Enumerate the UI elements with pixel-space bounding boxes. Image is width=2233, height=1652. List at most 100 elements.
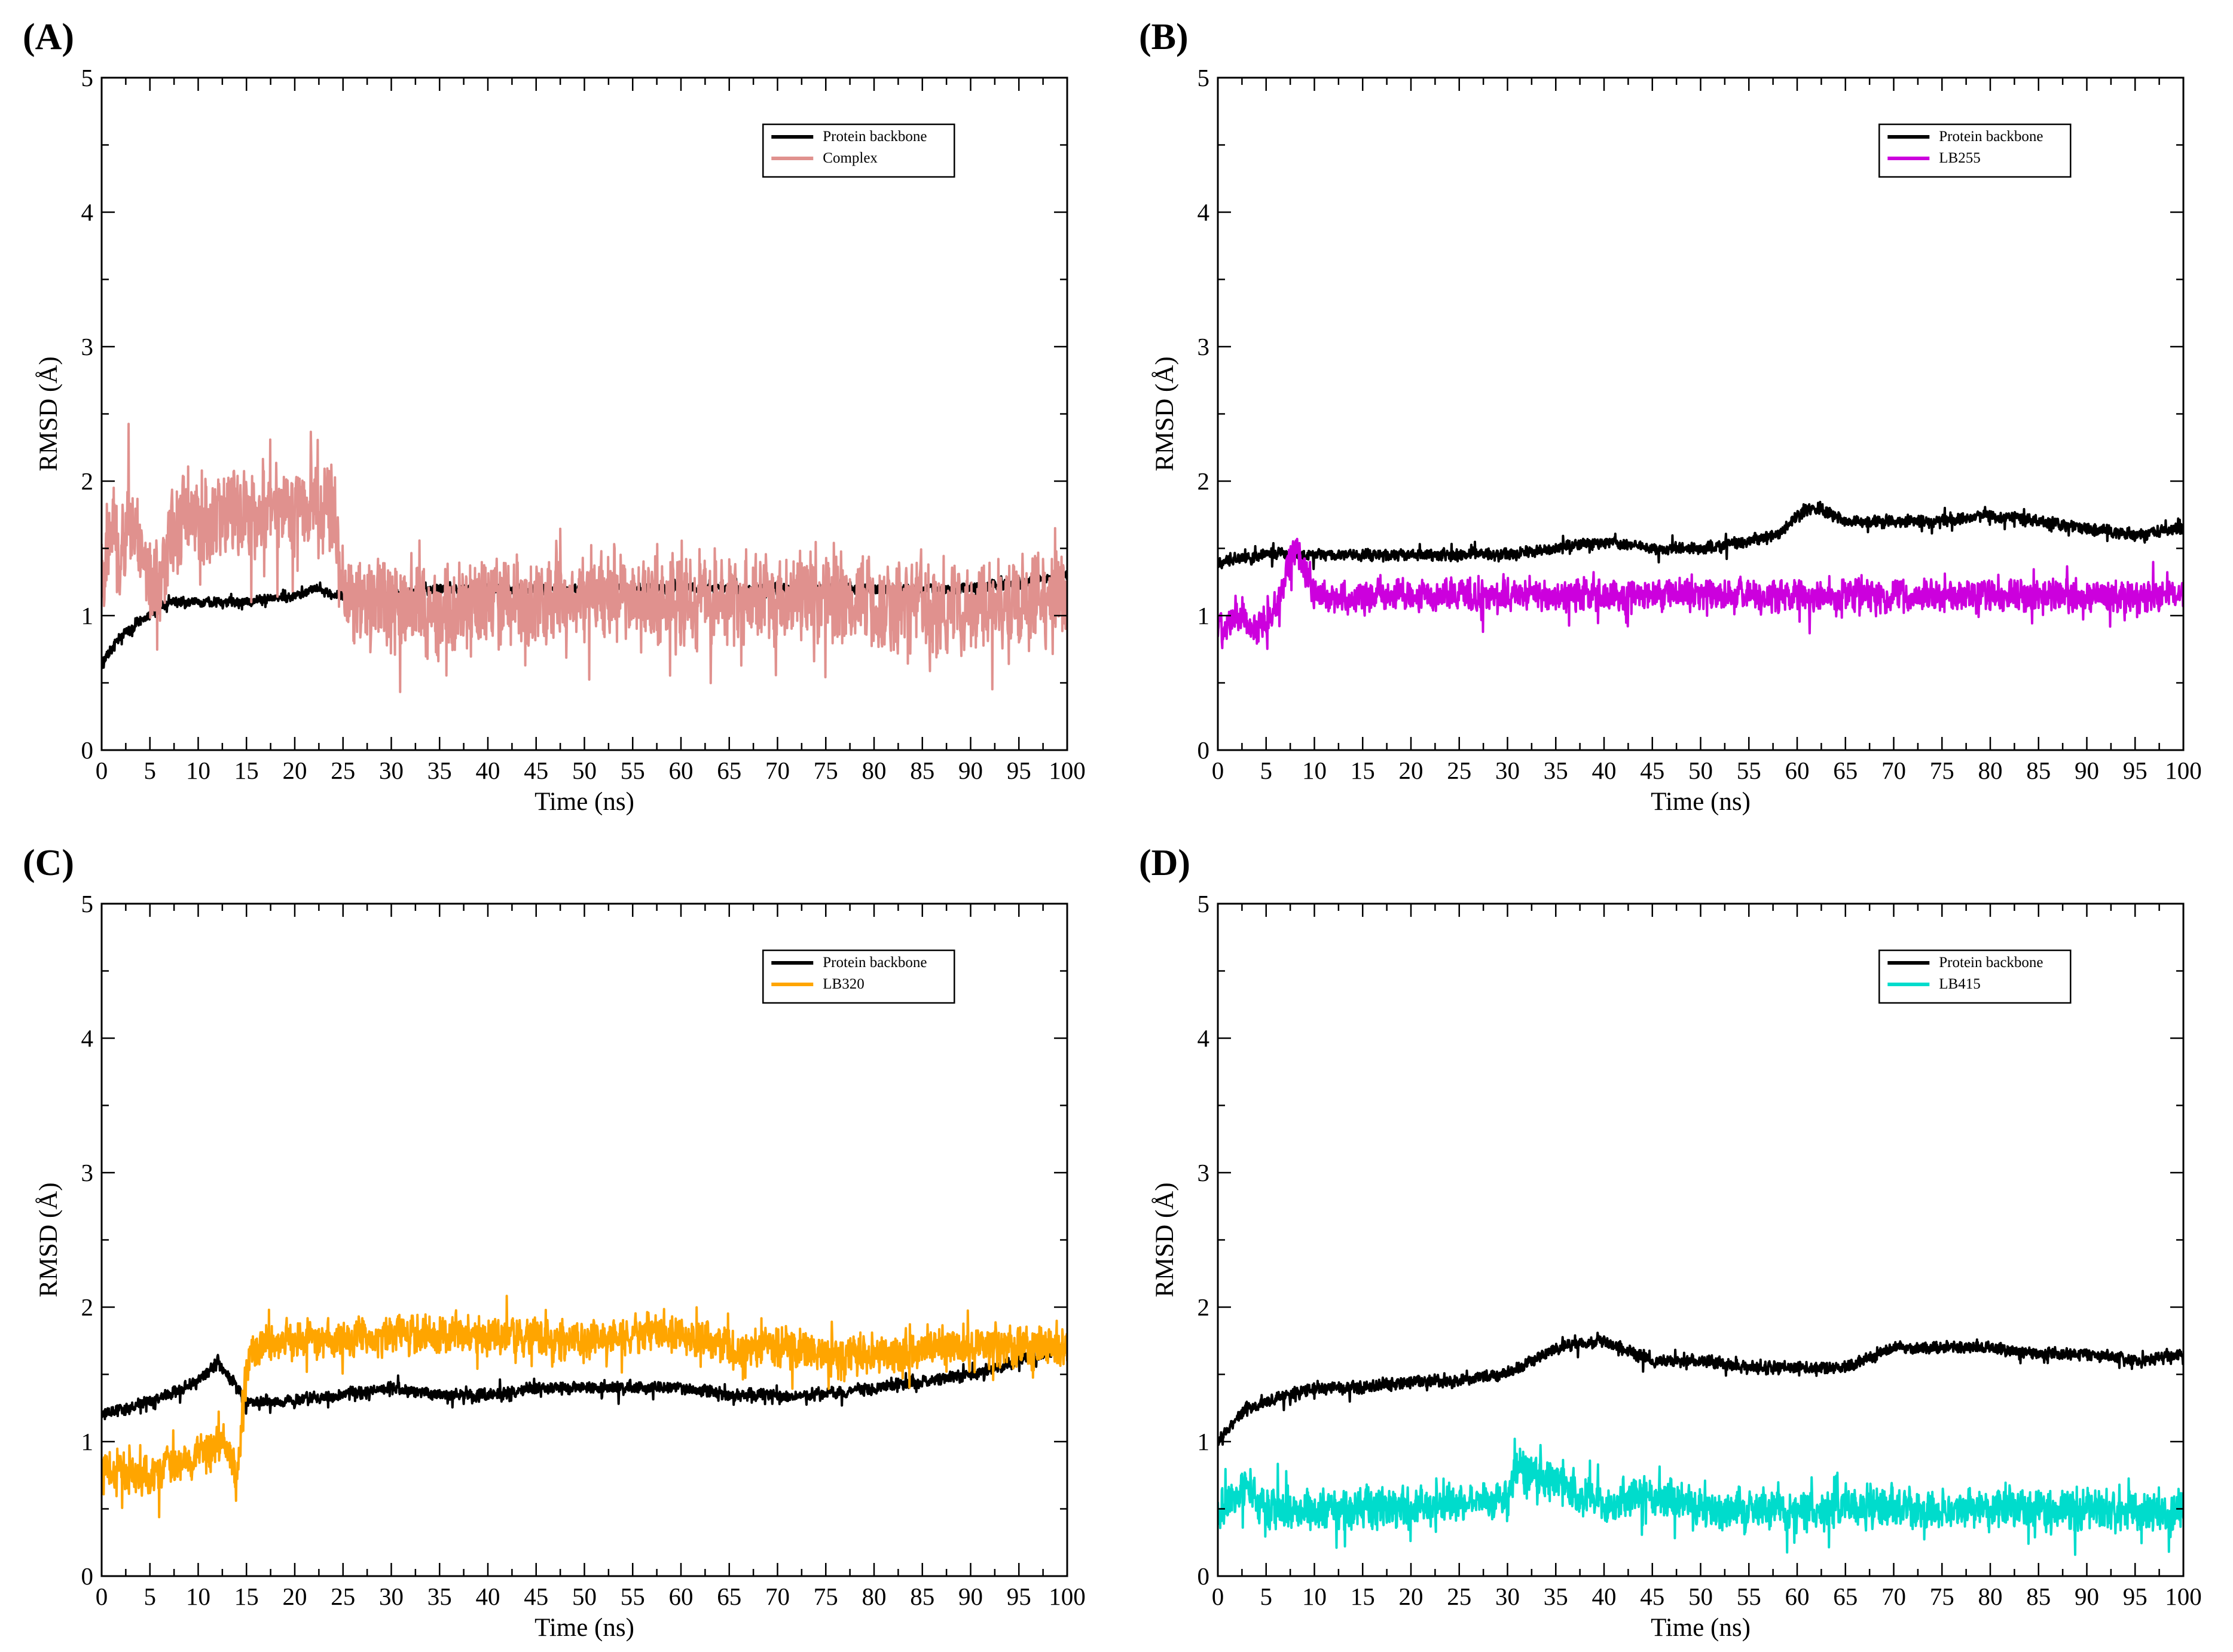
y-tick-label: 4 bbox=[81, 1024, 94, 1052]
legend-label: LB415 bbox=[1939, 976, 1980, 992]
x-tick-label: 15 bbox=[1351, 1583, 1375, 1610]
y-tick-label: 3 bbox=[1198, 333, 1210, 360]
chart-svg: (D)0 5 10 15 20 25 30 35 40 45 50 55 60 65 70 75 80 85 90 9… bbox=[1139, 843, 2202, 1642]
x-tick-label: 70 bbox=[765, 757, 790, 784]
y-tick-label: 5 bbox=[81, 64, 94, 91]
y-tick-label: 4 bbox=[1198, 198, 1210, 226]
x-tick-label: 75 bbox=[1930, 757, 1954, 784]
plot-frame bbox=[100, 903, 1068, 1577]
panel-label: (A) bbox=[23, 17, 74, 57]
x-tick-label: 30 bbox=[1495, 1583, 1520, 1610]
y-tick-label: 1 bbox=[81, 602, 94, 629]
x-tick-label: 85 bbox=[2026, 1583, 2051, 1610]
x-tick-label: 80 bbox=[862, 1583, 887, 1610]
x-tick-label: 30 bbox=[379, 757, 404, 784]
x-tick-label: 85 bbox=[910, 757, 934, 784]
y-tick-label: 0 bbox=[81, 1562, 94, 1590]
legend: Protein backbone LB255 bbox=[1878, 123, 2072, 178]
x-tick-label: 95 bbox=[1007, 1583, 1031, 1610]
y-tick-label: 2 bbox=[81, 1293, 94, 1321]
x-tick-label: 60 bbox=[669, 1583, 694, 1610]
legend-box bbox=[1878, 949, 2072, 1004]
panel-b: (B) 0 5 10 15 20 25 30 35 40 45 50 55 60 65 70 75 80 85 90 9… bbox=[1116, 0, 2232, 826]
x-tick-label: 25 bbox=[331, 757, 355, 784]
series-line-2 bbox=[1218, 1437, 2183, 1556]
plot-frame bbox=[100, 77, 1068, 751]
x-tick-label: 40 bbox=[476, 1583, 500, 1610]
x-tick-label: 0 bbox=[96, 757, 108, 784]
plot-frame bbox=[1217, 903, 2185, 1577]
x-tick-label: 25 bbox=[331, 1583, 355, 1610]
x-tick-label: 45 bbox=[524, 1583, 548, 1610]
panel-label: (B) bbox=[1139, 17, 1189, 57]
x-tick-label: 5 bbox=[144, 757, 157, 784]
x-tick-label: 65 bbox=[717, 1583, 741, 1610]
y-tick-label: 1 bbox=[1198, 1428, 1210, 1455]
x-tick-label: 25 bbox=[1447, 1583, 1471, 1610]
x-tick-label: 5 bbox=[1260, 757, 1273, 784]
tick-marks bbox=[100, 903, 1068, 1577]
series-group bbox=[1218, 1332, 2183, 1556]
x-tick-label: 95 bbox=[1007, 757, 1031, 784]
x-tick-label: 65 bbox=[1833, 757, 1858, 784]
tick-marks bbox=[1217, 903, 2185, 1577]
series-line-1 bbox=[1218, 500, 2183, 570]
legend: Protein backbone LB320 bbox=[762, 949, 955, 1004]
y-tick-label: 1 bbox=[1198, 602, 1210, 629]
tick-marks bbox=[1217, 77, 2185, 751]
legend-box bbox=[762, 123, 955, 178]
y-tick-label: 2 bbox=[1198, 1293, 1210, 1321]
chart-svg: (C)0 5 10 15 20 25 30 35 40 45 50 55 60 65 70 75 80 85 90 9… bbox=[23, 843, 1086, 1642]
x-tick-label: 20 bbox=[1399, 757, 1424, 784]
x-tick-label: 0 bbox=[1212, 1583, 1224, 1610]
y-tick-label: 5 bbox=[1198, 890, 1210, 917]
x-tick-label: 50 bbox=[572, 757, 597, 784]
x-tick-label: 95 bbox=[2123, 757, 2148, 784]
series-line-2 bbox=[1218, 537, 2183, 650]
x-tick-label: 90 bbox=[2075, 757, 2099, 784]
series-line-2 bbox=[102, 1295, 1067, 1519]
legend-box bbox=[1878, 123, 2072, 178]
y-axis-title: RMSD (Å) bbox=[1151, 356, 1179, 471]
x-tick-label: 75 bbox=[1930, 1583, 1954, 1610]
x-tick-label: 10 bbox=[1302, 757, 1327, 784]
panel-label: (C) bbox=[23, 843, 74, 883]
x-tick-label: 35 bbox=[427, 757, 452, 784]
x-tick-label: 40 bbox=[1592, 1583, 1617, 1610]
legend-label: Protein backbone bbox=[1939, 955, 2043, 971]
x-tick-label: 35 bbox=[1544, 757, 1568, 784]
x-tick-label: 45 bbox=[524, 757, 548, 784]
panel-c: (C) 0 5 10 15 20 25 30 35 40 45 50 55 60 65 70 75 80 85 90 9… bbox=[0, 826, 1116, 1652]
x-tick-label: 5 bbox=[1260, 1583, 1273, 1610]
x-tick-label: 55 bbox=[621, 1583, 645, 1610]
y-tick-label: 1 bbox=[81, 1428, 94, 1455]
x-tick-label: 45 bbox=[1640, 757, 1664, 784]
y-tick-label: 0 bbox=[81, 736, 94, 764]
x-tick-label: 40 bbox=[1592, 757, 1617, 784]
series-line-1 bbox=[102, 1343, 1067, 1421]
x-tick-label: 15 bbox=[1351, 757, 1375, 784]
series-line-2 bbox=[102, 423, 1067, 693]
y-tick-label: 2 bbox=[1198, 467, 1210, 495]
x-tick-label: 15 bbox=[234, 1583, 259, 1610]
legend-label: Complex bbox=[823, 150, 878, 166]
series-group bbox=[102, 1295, 1067, 1519]
x-tick-label: 40 bbox=[476, 757, 500, 784]
x-tick-label: 75 bbox=[814, 1583, 838, 1610]
legend-label: LB255 bbox=[1939, 150, 1980, 166]
x-tick-label: 20 bbox=[283, 1583, 307, 1610]
y-tick-label: 0 bbox=[1198, 736, 1210, 764]
x-tick-label: 60 bbox=[1785, 757, 1810, 784]
x-tick-label: 15 bbox=[234, 757, 259, 784]
x-tick-label: 100 bbox=[2165, 1583, 2202, 1610]
x-tick-label: 10 bbox=[186, 1583, 210, 1610]
x-tick-label: 60 bbox=[669, 757, 694, 784]
x-tick-label: 50 bbox=[1688, 1583, 1713, 1610]
x-tick-label: 55 bbox=[621, 757, 645, 784]
x-tick-label: 30 bbox=[1495, 757, 1520, 784]
y-axis-title: RMSD (Å) bbox=[1151, 1182, 1179, 1297]
x-tick-label: 100 bbox=[1049, 757, 1086, 784]
panel-label: (D) bbox=[1139, 843, 1190, 883]
x-tick-label: 35 bbox=[1544, 1583, 1568, 1610]
